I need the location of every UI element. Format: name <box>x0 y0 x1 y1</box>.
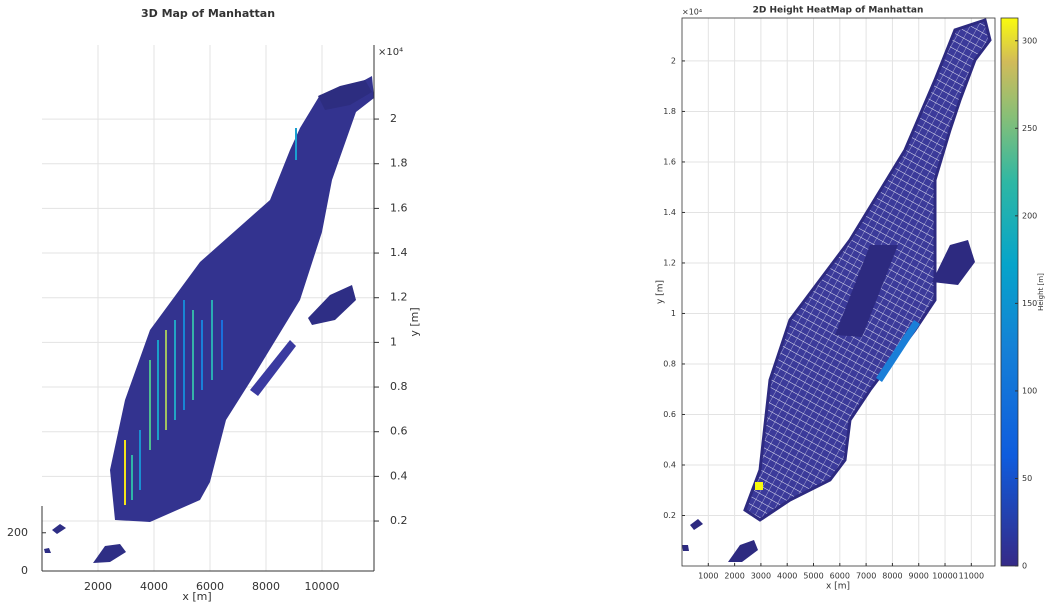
islet-2d <box>682 545 689 551</box>
y-tick-label: 0.8 <box>390 380 408 393</box>
y-tick-label: 0.6 <box>663 410 676 419</box>
towers <box>124 128 297 505</box>
y-tick-label: 1.2 <box>390 291 408 304</box>
colorbar <box>1000 17 1019 567</box>
y-tick-label: 0.8 <box>663 359 676 368</box>
queens-2d <box>932 240 975 285</box>
colorbar-tick-label: 150 <box>1022 299 1037 308</box>
x-tick-label: 1000 <box>698 572 718 581</box>
roosevelt-2d <box>876 320 920 382</box>
colorbar-tick-label: 200 <box>1022 211 1037 220</box>
colorbar-tick-label: 100 <box>1022 386 1037 395</box>
y-tick-label: 0.6 <box>390 425 408 438</box>
islet-3d <box>93 544 126 563</box>
islet-3d <box>44 548 51 553</box>
islet-2d <box>728 540 758 562</box>
y-tick-label: 1.6 <box>663 157 676 166</box>
x-axis-label: x [m] <box>826 582 850 592</box>
chart-title: 3D Map of Manhattan <box>141 7 275 20</box>
central-park <box>835 245 898 337</box>
colorbar-tick-label: 250 <box>1022 124 1037 133</box>
roosevelt-3d <box>250 340 296 396</box>
y-tick-label: 1 <box>671 309 676 318</box>
y-axis-label: y [m] <box>408 307 421 336</box>
x-tick-label: 2000 <box>724 572 744 581</box>
colorbar-tick-label: 50 <box>1022 474 1032 483</box>
y-tick-label: 0.4 <box>390 469 408 482</box>
y-tick-label: 2 <box>390 112 397 125</box>
y-tick-label: 2 <box>671 56 676 65</box>
x-tick-label: 10000 <box>305 580 340 593</box>
colorbar-label: Height [m] <box>1037 273 1045 311</box>
y-tick-label: 0.2 <box>390 514 408 527</box>
colorbar-tick-label: 300 <box>1022 36 1037 45</box>
x-tick-label: 5000 <box>803 572 823 581</box>
x-tick-label: 2000 <box>84 580 112 593</box>
x-tick-label: 8000 <box>882 572 902 581</box>
x-tick-label: 4000 <box>140 580 168 593</box>
y-tick-label: 1.4 <box>663 208 676 217</box>
x-tick-label: 6000 <box>830 572 850 581</box>
x-tick-label: 8000 <box>252 580 280 593</box>
y-tick-label: 0.2 <box>663 511 676 520</box>
island-3d-north <box>318 80 372 110</box>
map-layer <box>44 18 992 563</box>
tallest-building <box>755 482 763 490</box>
y-axis-label: y [m] <box>656 280 666 304</box>
y-tick-label: 1.4 <box>390 246 408 259</box>
y-tick-label: 0.4 <box>663 460 676 469</box>
x-tick-label: 11000 <box>959 572 984 581</box>
x-tick-label: 3000 <box>751 572 771 581</box>
chart-title: 2D Height HeatMap of Manhattan <box>753 6 924 16</box>
x-tick-label: 6000 <box>196 580 224 593</box>
y-tick-label: 1.8 <box>390 157 408 170</box>
y-exponent: ×10⁴ <box>378 47 403 58</box>
x-axis-label: x [m] <box>182 590 211 603</box>
z-tick-label: 0 <box>21 564 28 577</box>
x-tick-label: 9000 <box>909 572 929 581</box>
x-tick-label: 7000 <box>856 572 876 581</box>
queens-3d <box>308 285 356 325</box>
axes-box <box>681 17 996 567</box>
x-tick-label: 4000 <box>777 572 797 581</box>
x-tick-label: 10000 <box>932 572 957 581</box>
y-tick-label: 1.8 <box>663 107 676 116</box>
z-tick-label: 200 <box>7 526 28 539</box>
y-tick-label: 1.6 <box>390 201 408 214</box>
y-tick-label: 1.2 <box>663 258 676 267</box>
y-exponent: ×10⁴ <box>682 8 702 17</box>
y-tick-label: 1 <box>390 335 397 348</box>
islet-2d <box>690 519 703 530</box>
colorbar-tick-label: 0 <box>1022 562 1027 571</box>
islet-3d <box>52 524 66 534</box>
